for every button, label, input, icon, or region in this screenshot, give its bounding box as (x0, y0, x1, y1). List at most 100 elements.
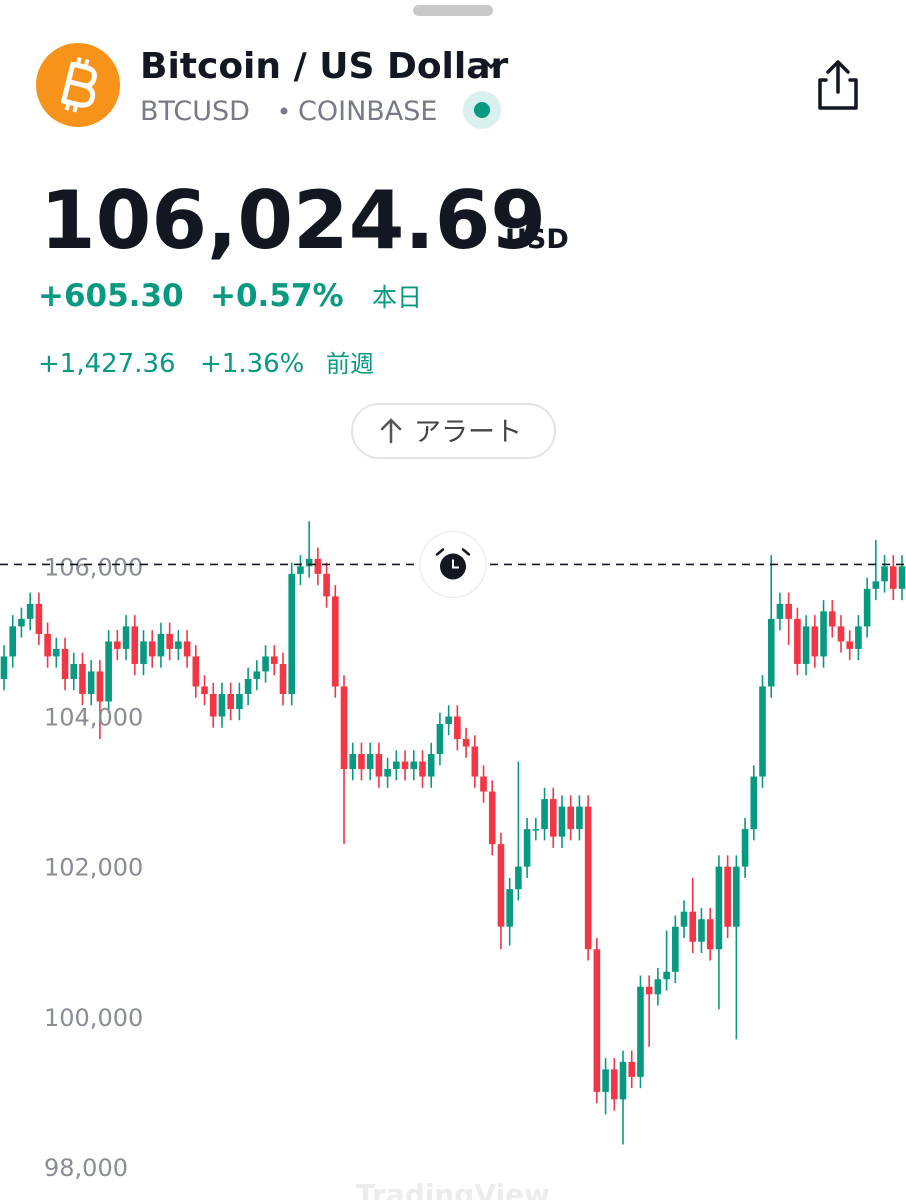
candle-body (192, 656, 200, 687)
candle-body (253, 671, 261, 679)
candle-body (837, 626, 845, 642)
alarm-icon[interactable] (419, 530, 487, 599)
candle-body (488, 791, 496, 845)
alarm-hands (452, 559, 459, 569)
candle-body (218, 693, 226, 717)
candle-body (236, 693, 243, 709)
candle-body (358, 754, 365, 770)
watermark: TradingView (356, 1178, 550, 1200)
candle-body (9, 626, 17, 657)
symbol-title[interactable]: Bitcoin / US Dollar (140, 46, 509, 87)
candle-body (584, 806, 592, 950)
candle-body (384, 769, 391, 777)
candle-body (70, 663, 78, 679)
bitcoin-logo (36, 43, 120, 127)
status-dot (474, 102, 490, 118)
candle-body (140, 641, 147, 664)
candle-body (855, 626, 862, 649)
candle-body (323, 573, 330, 597)
day-change: +605.30 (38, 278, 184, 314)
candle-body (297, 566, 304, 574)
candle-body (131, 626, 139, 664)
candle-body (619, 1061, 627, 1100)
candle-body (201, 686, 208, 694)
candle-body (811, 626, 819, 657)
candle-body (393, 761, 400, 770)
day-change-pct: +0.57% (210, 278, 344, 314)
candle-body (733, 866, 740, 927)
candle-body (663, 971, 670, 980)
chevron[interactable] (482, 58, 500, 70)
candle-body (427, 754, 435, 777)
candle-body (672, 926, 679, 972)
candle-body (497, 844, 505, 927)
candle-body (44, 633, 51, 657)
y-tick-label: 102,000 (44, 854, 143, 882)
candle-body (515, 866, 522, 890)
week-change-pct: +1.36% (200, 349, 304, 379)
candle-body (419, 761, 426, 777)
candle-body (654, 979, 662, 995)
candle-body (35, 603, 43, 634)
candle-body (157, 633, 165, 657)
candle-body (244, 678, 252, 694)
y-tick-label: 98,000 (44, 1154, 128, 1182)
candle-body (610, 1069, 618, 1100)
candle-body (698, 919, 705, 942)
candle-body (872, 581, 880, 589)
candle-body (724, 866, 731, 927)
candle-body (628, 1061, 636, 1077)
candle-body (87, 671, 95, 694)
alert-label[interactable]: アラート (414, 417, 522, 448)
candle-body (340, 686, 348, 770)
candle-body (262, 656, 269, 672)
candle-body (26, 603, 34, 619)
candle-body (18, 618, 25, 627)
share-button[interactable] (818, 60, 858, 110)
candle-body (53, 648, 60, 657)
candle-body (79, 663, 86, 694)
candle-body (166, 633, 173, 649)
candle-body (349, 754, 357, 770)
day-label: 本日 (372, 283, 422, 312)
candle-body (776, 603, 784, 619)
candle-body (889, 566, 897, 589)
candle-body (802, 626, 810, 664)
candle-body (828, 611, 836, 627)
candle-body (767, 618, 775, 687)
chart: TradingView 98,000 100,000 102,000 104,000 10… (0, 521, 906, 1200)
candle-body (680, 911, 688, 927)
candle-body (209, 693, 217, 717)
candle-body (288, 573, 296, 694)
exchange: COINBASE (298, 96, 437, 127)
candle-body (410, 761, 418, 770)
candle-body (366, 754, 374, 770)
separator (280, 107, 288, 115)
alarm-bells (435, 548, 471, 556)
candle-body (96, 671, 104, 702)
candle-body (741, 829, 749, 867)
candle-body (61, 648, 69, 679)
candle-body (541, 799, 548, 830)
y-tick-label: 100,000 (44, 1004, 143, 1032)
candle-body (549, 799, 557, 837)
candle-body (689, 911, 697, 942)
price: 106,024.69 (40, 174, 546, 267)
drag-handle[interactable] (413, 5, 493, 16)
candle-body (715, 866, 723, 950)
alert-button[interactable]: アラート (351, 403, 556, 459)
week-label: 前週 (326, 350, 374, 378)
candle-body (750, 776, 758, 830)
candle-body (375, 754, 383, 777)
candle-body (881, 566, 888, 582)
candle-body (532, 829, 540, 831)
candle-body (445, 716, 452, 725)
candle-body (480, 776, 487, 792)
candle-body (794, 618, 801, 664)
candle-body (785, 603, 792, 619)
y-tick-label: 106,000 (44, 553, 143, 581)
candle-body (706, 919, 714, 950)
candle-body (314, 558, 322, 574)
candle-body (846, 641, 853, 649)
